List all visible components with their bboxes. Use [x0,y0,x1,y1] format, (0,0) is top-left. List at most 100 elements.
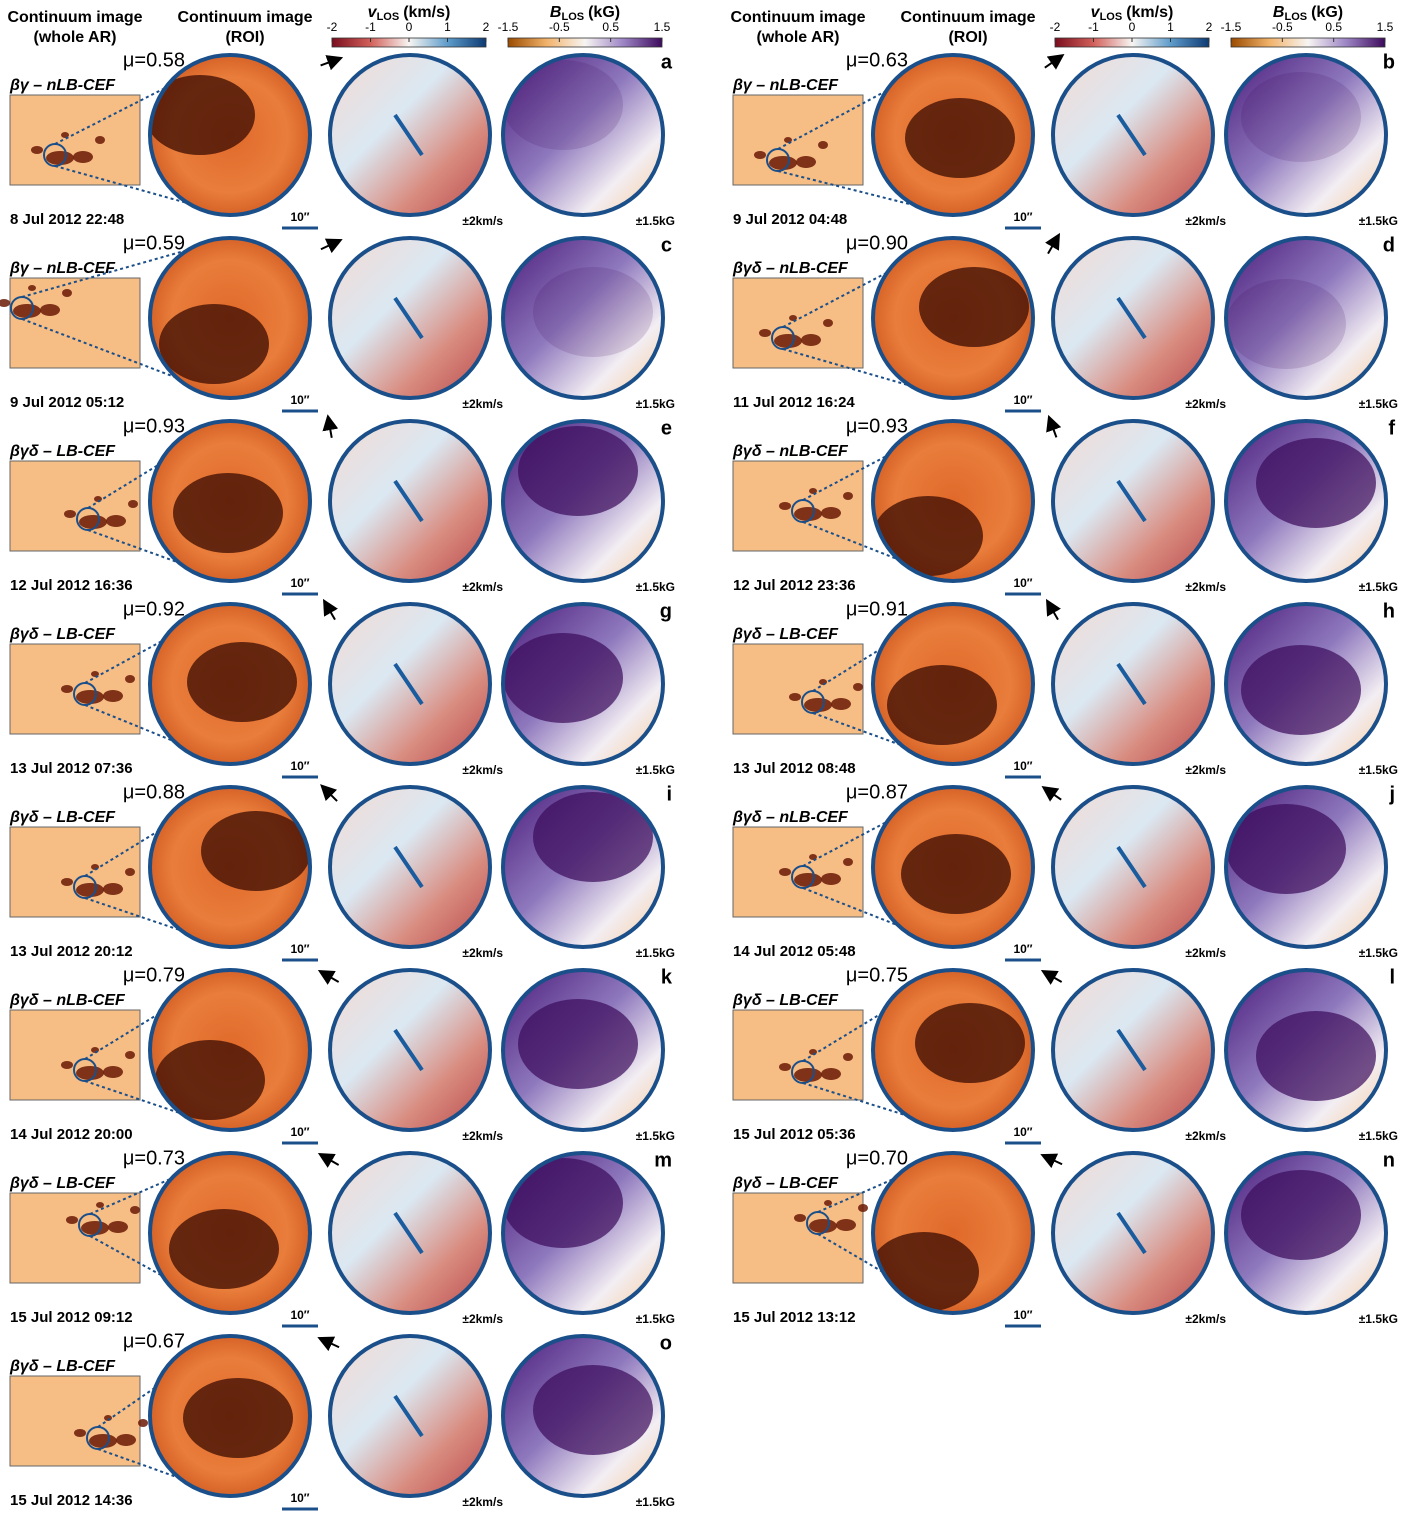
field-range: ±1.5kG [1359,214,1398,228]
field-range: ±1.5kG [636,1312,675,1326]
scale-label: 10″ [290,576,309,590]
frame [871,785,1035,949]
category-label: βγ – nLB-CEF [9,77,116,94]
velocity-range: ±2km/s [1185,1129,1226,1143]
category-label: βγδ – LB-CEF [9,1175,116,1192]
velocity-features [1116,662,1147,706]
zoom-line [802,1082,954,1131]
frame [328,236,492,400]
magnetic-features [1241,72,1361,162]
umbra-field [503,1158,623,1248]
umbra-field [1256,438,1376,528]
field-range: ±1.5kG [1359,1129,1398,1143]
mu-label: μ=0.87 [846,781,908,803]
frame [1224,419,1388,583]
frame [1051,602,1215,766]
velocity-features [393,845,424,889]
sunspot [79,515,107,529]
frame [1051,53,1215,217]
date-label: 8 Jul 2012 22:48 [10,211,124,228]
colorbar-tick-label: 0.5 [602,20,619,34]
column-title: (whole AR) [34,29,117,46]
category-label: βγδ – nLB-CEF [9,992,126,1009]
mu-label: μ=0.75 [846,964,908,986]
magnetic-features [518,999,638,1089]
sunspot [821,1068,841,1080]
sunspot [76,1066,104,1080]
velocity-range: ±2km/s [1185,763,1226,777]
sunspot [801,334,821,346]
sunspot [821,507,841,519]
field-range: ±1.5kG [636,763,675,777]
scale-label: 10″ [290,1125,309,1139]
ar-thumbnail [9,1192,141,1284]
colorbar-label: BLOS (kG) [1273,4,1343,23]
umbra-field [1241,1170,1361,1260]
lb-flow [393,1211,424,1255]
field-range: ±1.5kG [636,946,675,960]
umbra-field [1226,279,1346,369]
sunspot [128,500,138,508]
north-arrow [320,55,344,71]
sunspot [769,156,797,170]
umbra-field [533,1365,653,1455]
colorbar-tick-label: 1 [444,20,451,34]
field-range: ±1.5kG [636,397,675,411]
north-arrow [322,414,339,439]
sunspot [89,1434,117,1448]
zoom-line [84,704,231,765]
colorbar-label: BLOS (kG) [550,4,620,23]
scale-label: 10″ [1013,210,1032,224]
velocity-features [1116,479,1147,523]
category-label: βγδ – LB-CEF [9,626,116,643]
lb-flow [393,662,424,706]
zoom-line [21,318,231,399]
frame [148,1334,312,1498]
velocity-features [393,296,424,340]
umbra [173,473,283,553]
lb-flow [1116,662,1147,706]
scale-label: 10″ [290,393,309,407]
lb-flow [1116,113,1147,157]
frame [148,602,312,766]
mu-label: μ=0.88 [123,781,185,803]
panel-letter: j [1388,783,1395,805]
sunspot [796,156,816,168]
frame [148,419,312,583]
field-range: ±1.5kG [1359,397,1398,411]
continuum-features [919,267,1029,347]
sunspot [843,1053,853,1061]
scale-label: 10″ [290,1308,309,1322]
ar-thumbnail [9,1009,141,1101]
subscript: LOS [377,11,400,23]
ar-thumbnail [9,277,141,369]
mu-label: μ=0.70 [846,1147,908,1169]
sunspot [789,693,801,701]
date-label: 13 Jul 2012 08:48 [733,760,856,777]
sunspot [125,675,135,683]
velocity-features [1116,296,1147,340]
velocity-range: ±2km/s [462,1312,503,1326]
sunspot [76,883,104,897]
frame [328,1334,492,1498]
velocity-range: ±2km/s [462,763,503,777]
umbra [169,1209,279,1289]
scale-label: 10″ [1013,393,1032,407]
colorbar-tick-label: -1.5 [1221,20,1242,34]
date-label: 11 Jul 2012 16:24 [733,394,855,411]
sunspot [818,141,828,149]
mu-label: μ=0.73 [123,1147,185,1169]
sunspot [95,136,105,144]
category-label: βγδ – LB-CEF [9,1358,116,1375]
north-arrow [1044,53,1065,70]
sunspot [779,1063,791,1071]
column-title: (whole AR) [757,29,840,46]
sunspot [28,285,36,291]
colorbar-tick-label: -1 [1088,20,1099,34]
sunspot [809,854,817,860]
frame [871,602,1035,766]
lb-flow [1116,1211,1147,1255]
column-title: (ROI) [948,29,987,46]
frame [501,602,665,766]
